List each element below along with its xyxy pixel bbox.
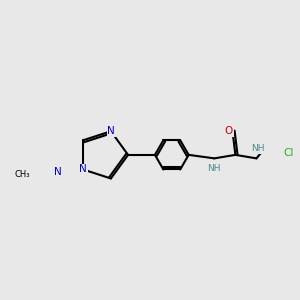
Text: N: N (54, 167, 62, 177)
Text: O: O (225, 126, 233, 136)
Text: CH₃: CH₃ (15, 170, 30, 179)
Text: N: N (79, 164, 87, 175)
Text: N: N (107, 126, 115, 136)
Text: Cl: Cl (284, 148, 294, 158)
Text: NH: NH (208, 164, 221, 172)
Text: NH: NH (251, 144, 265, 153)
